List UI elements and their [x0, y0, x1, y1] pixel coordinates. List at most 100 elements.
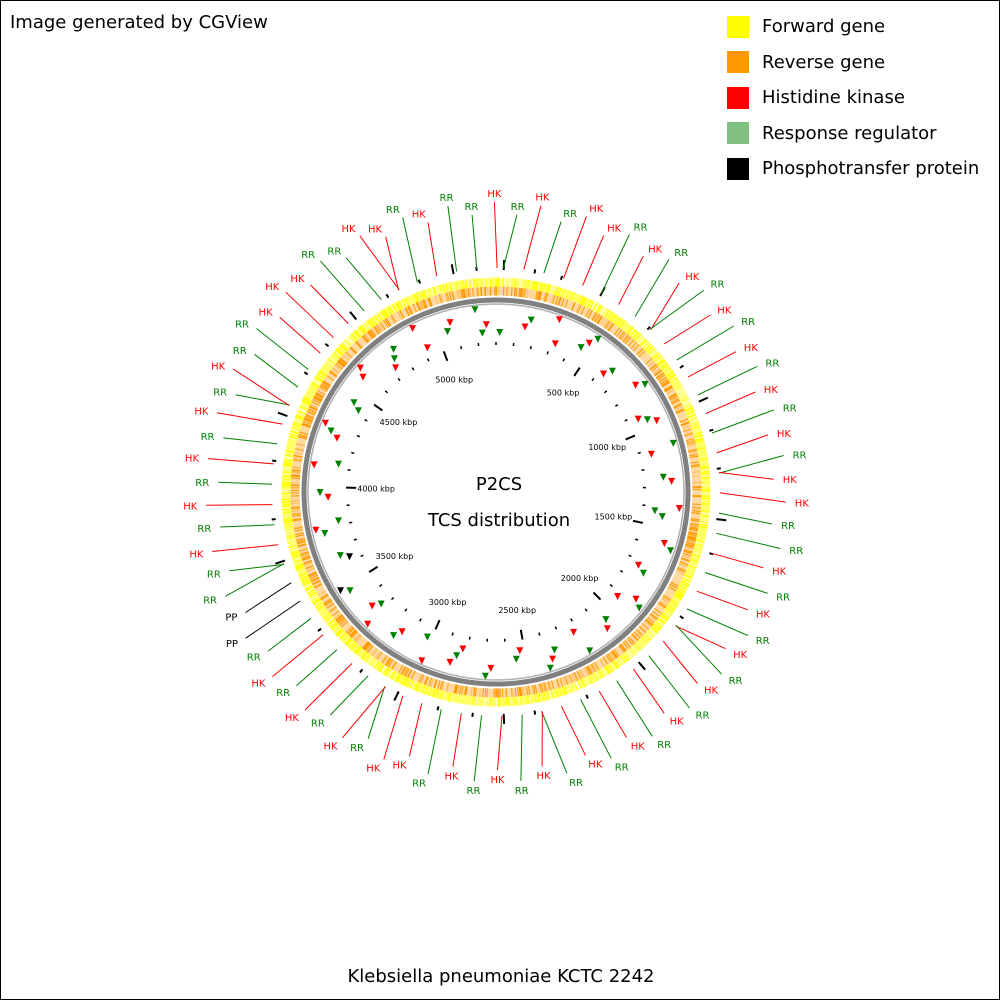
forward-gene-mark	[471, 278, 474, 288]
tcs-triangle	[632, 381, 640, 389]
forward-gene-mark	[402, 676, 407, 686]
reverse-gene-mark	[661, 597, 670, 604]
reverse-gene-mark	[656, 373, 665, 380]
reverse-gene-mark	[515, 287, 518, 297]
tcs-triangle	[346, 553, 353, 561]
forward-gene-mark	[444, 691, 448, 701]
tcs-triangle	[512, 655, 520, 663]
forward-gene-mark	[435, 285, 439, 295]
reverse-gene-mark	[645, 618, 654, 626]
forward-gene-mark	[471, 696, 474, 706]
callout-line	[235, 394, 290, 406]
feature-label: HK	[744, 343, 759, 354]
forward-gene-mark	[341, 634, 350, 642]
reverse-gene-mark	[291, 506, 301, 508]
forward-gene-mark	[433, 286, 437, 296]
forward-gene-mark	[284, 454, 294, 458]
scale-tick	[570, 618, 573, 622]
forward-gene-mark	[288, 544, 298, 548]
forward-gene-mark	[437, 285, 442, 295]
reverse-gene-mark	[430, 678, 435, 688]
feature-label: HK	[772, 566, 787, 577]
reverse-gene-mark	[556, 678, 561, 688]
reverse-gene-mark	[671, 399, 681, 405]
reverse-gene-mark	[560, 298, 565, 307]
forward-gene-mark	[667, 373, 676, 380]
reverse-gene-mark	[334, 614, 343, 621]
forward-gene-mark	[643, 342, 651, 350]
feature-label: RR	[783, 403, 797, 414]
reverse-gene-mark	[587, 310, 593, 319]
callout-line	[662, 640, 698, 684]
reverse-gene-mark	[389, 315, 396, 324]
reverse-gene-mark	[403, 667, 409, 677]
forward-gene-mark	[543, 691, 547, 701]
forward-gene-mark	[534, 693, 537, 703]
reverse-gene-mark	[453, 684, 457, 694]
forward-gene-mark	[302, 399, 311, 405]
reverse-gene-mark	[367, 330, 375, 339]
reverse-gene-mark	[647, 360, 655, 368]
forward-gene-mark	[335, 349, 343, 357]
tcs-triangle	[377, 600, 385, 608]
reverse-gene-mark	[684, 432, 694, 437]
forward-gene-mark	[311, 381, 320, 388]
callout-line	[254, 353, 299, 388]
forward-gene-mark	[295, 565, 305, 570]
reverse-gene-mark	[365, 643, 372, 652]
forward-gene-mark	[390, 670, 396, 680]
forward-gene-mark	[526, 695, 529, 705]
reverse-gene-mark	[446, 292, 450, 302]
forward-gene-mark	[339, 632, 347, 640]
feature-label: RR	[386, 205, 400, 216]
forward-gene-mark	[700, 471, 710, 473]
reverse-gene-mark	[596, 315, 603, 324]
forward-gene-mark	[638, 337, 646, 346]
reverse-gene-mark	[459, 685, 462, 695]
reverse-gene-mark	[585, 308, 591, 318]
tcs-triangle	[614, 593, 622, 600]
forward-gene-mark	[440, 284, 444, 294]
reverse-gene-mark	[296, 540, 306, 545]
reverse-gene-mark	[689, 527, 699, 531]
reverse-gene-mark	[308, 572, 318, 578]
forward-gene-mark	[646, 345, 654, 353]
forward-gene-mark	[333, 350, 342, 358]
forward-gene-mark	[328, 356, 337, 364]
forward-gene-mark	[284, 457, 294, 460]
callout-line	[427, 709, 442, 774]
feature-label: RR	[781, 521, 795, 532]
reverse-gene-mark	[604, 320, 611, 329]
reverse-gene-mark	[304, 417, 313, 423]
feature-position-mark	[436, 706, 440, 711]
forward-gene-mark	[353, 331, 361, 339]
callout-line	[650, 282, 680, 331]
reverse-gene-mark	[687, 536, 697, 540]
tcs-triangle	[570, 628, 578, 636]
forward-gene-mark	[572, 292, 577, 302]
feature-label: HK	[537, 771, 552, 782]
reverse-gene-mark	[682, 552, 692, 557]
forward-gene-mark	[375, 662, 382, 671]
forward-gene-mark	[293, 558, 302, 563]
reverse-gene-mark	[622, 641, 630, 650]
forward-gene-mark	[289, 433, 299, 437]
callout-line	[582, 235, 605, 286]
forward-gene-mark	[627, 649, 634, 657]
forward-gene-mark	[637, 336, 645, 344]
reverse-gene-mark	[480, 287, 482, 297]
forward-gene-mark	[533, 281, 536, 291]
reverse-gene-mark	[361, 335, 369, 344]
reverse-gene-mark	[326, 602, 335, 609]
reverse-gene-mark	[663, 385, 673, 391]
reverse-gene-mark	[401, 666, 407, 676]
tcs-triangle	[346, 587, 354, 595]
scale-tick	[451, 632, 454, 636]
forward-gene-mark	[569, 291, 574, 301]
forward-gene-mark	[291, 554, 301, 559]
reverse-gene-mark	[537, 291, 541, 301]
reverse-gene-mark	[604, 320, 610, 329]
feature-label: RR	[213, 388, 227, 399]
reverse-gene-mark	[391, 314, 397, 324]
reverse-gene-mark	[691, 512, 701, 515]
